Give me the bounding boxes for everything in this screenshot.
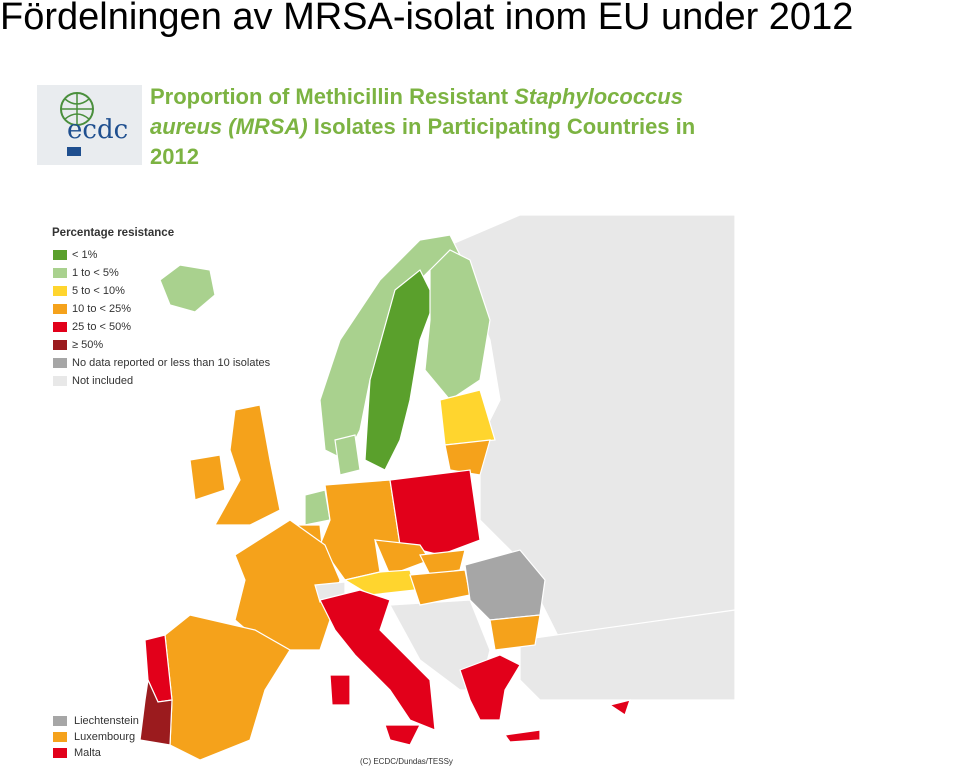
legend-swatch [53,732,67,742]
country [444,439,491,476]
country [459,654,521,721]
legend-title: Percentage resistance [52,227,174,239]
legend-swatch [53,286,67,296]
country [139,677,173,746]
header-text: aureus (MRSA) [150,114,308,139]
header-text: Isolates in Participating Countries in [307,114,696,139]
header-text: Staphylococcus [514,84,683,109]
country [608,699,631,716]
legend-swatch [53,340,67,350]
country [319,589,436,731]
legend-swatch [53,716,67,726]
legend-swatch [53,376,67,386]
legend-label: Not included [72,375,133,387]
country [329,674,351,706]
country [213,404,281,526]
legend-swatch [53,358,67,368]
legend-label: 5 to < 10% [72,285,125,297]
legend-swatch [53,268,67,278]
logo: ecdc [37,85,142,165]
country [389,469,481,556]
header-text: Proportion of Methicillin Resistant [150,84,515,109]
legend-swatch [53,250,67,260]
country [364,269,436,471]
legend-label: 10 to < 25% [72,303,131,315]
legend-label: 1 to < 5% [72,267,119,279]
legend-label: Malta [74,747,102,759]
credit: (C) ECDC/Dundas/TESSy [360,757,453,766]
legend-label: < 1% [72,249,98,261]
country [234,519,341,651]
legend-swatch [53,322,67,332]
country [409,569,471,606]
header-text: 2012 [150,144,199,169]
slide-title: Fördelningen av MRSA-isolat inom EU unde… [0,0,854,38]
legend-label: No data reported or less than 10 isolate… [72,357,271,369]
country [503,729,541,743]
country [519,609,736,701]
country [189,454,226,501]
country [489,614,541,651]
legend-label: Liechtenstein [74,715,139,727]
country [159,264,216,313]
logo-text: ecdc [67,115,129,145]
country [424,249,491,401]
country [439,389,496,446]
legend-swatch [53,304,67,314]
logo-globe [60,92,94,156]
legend-label: ≥ 50% [72,339,103,351]
legend-label: Luxembourg [74,731,135,743]
legend-swatch [53,748,67,758]
country [384,724,421,746]
country [334,434,361,476]
countries [139,214,736,761]
map-header: Proportion of Methicillin Resistant Stap… [150,82,830,172]
legend-label: 25 to < 50% [72,321,131,333]
